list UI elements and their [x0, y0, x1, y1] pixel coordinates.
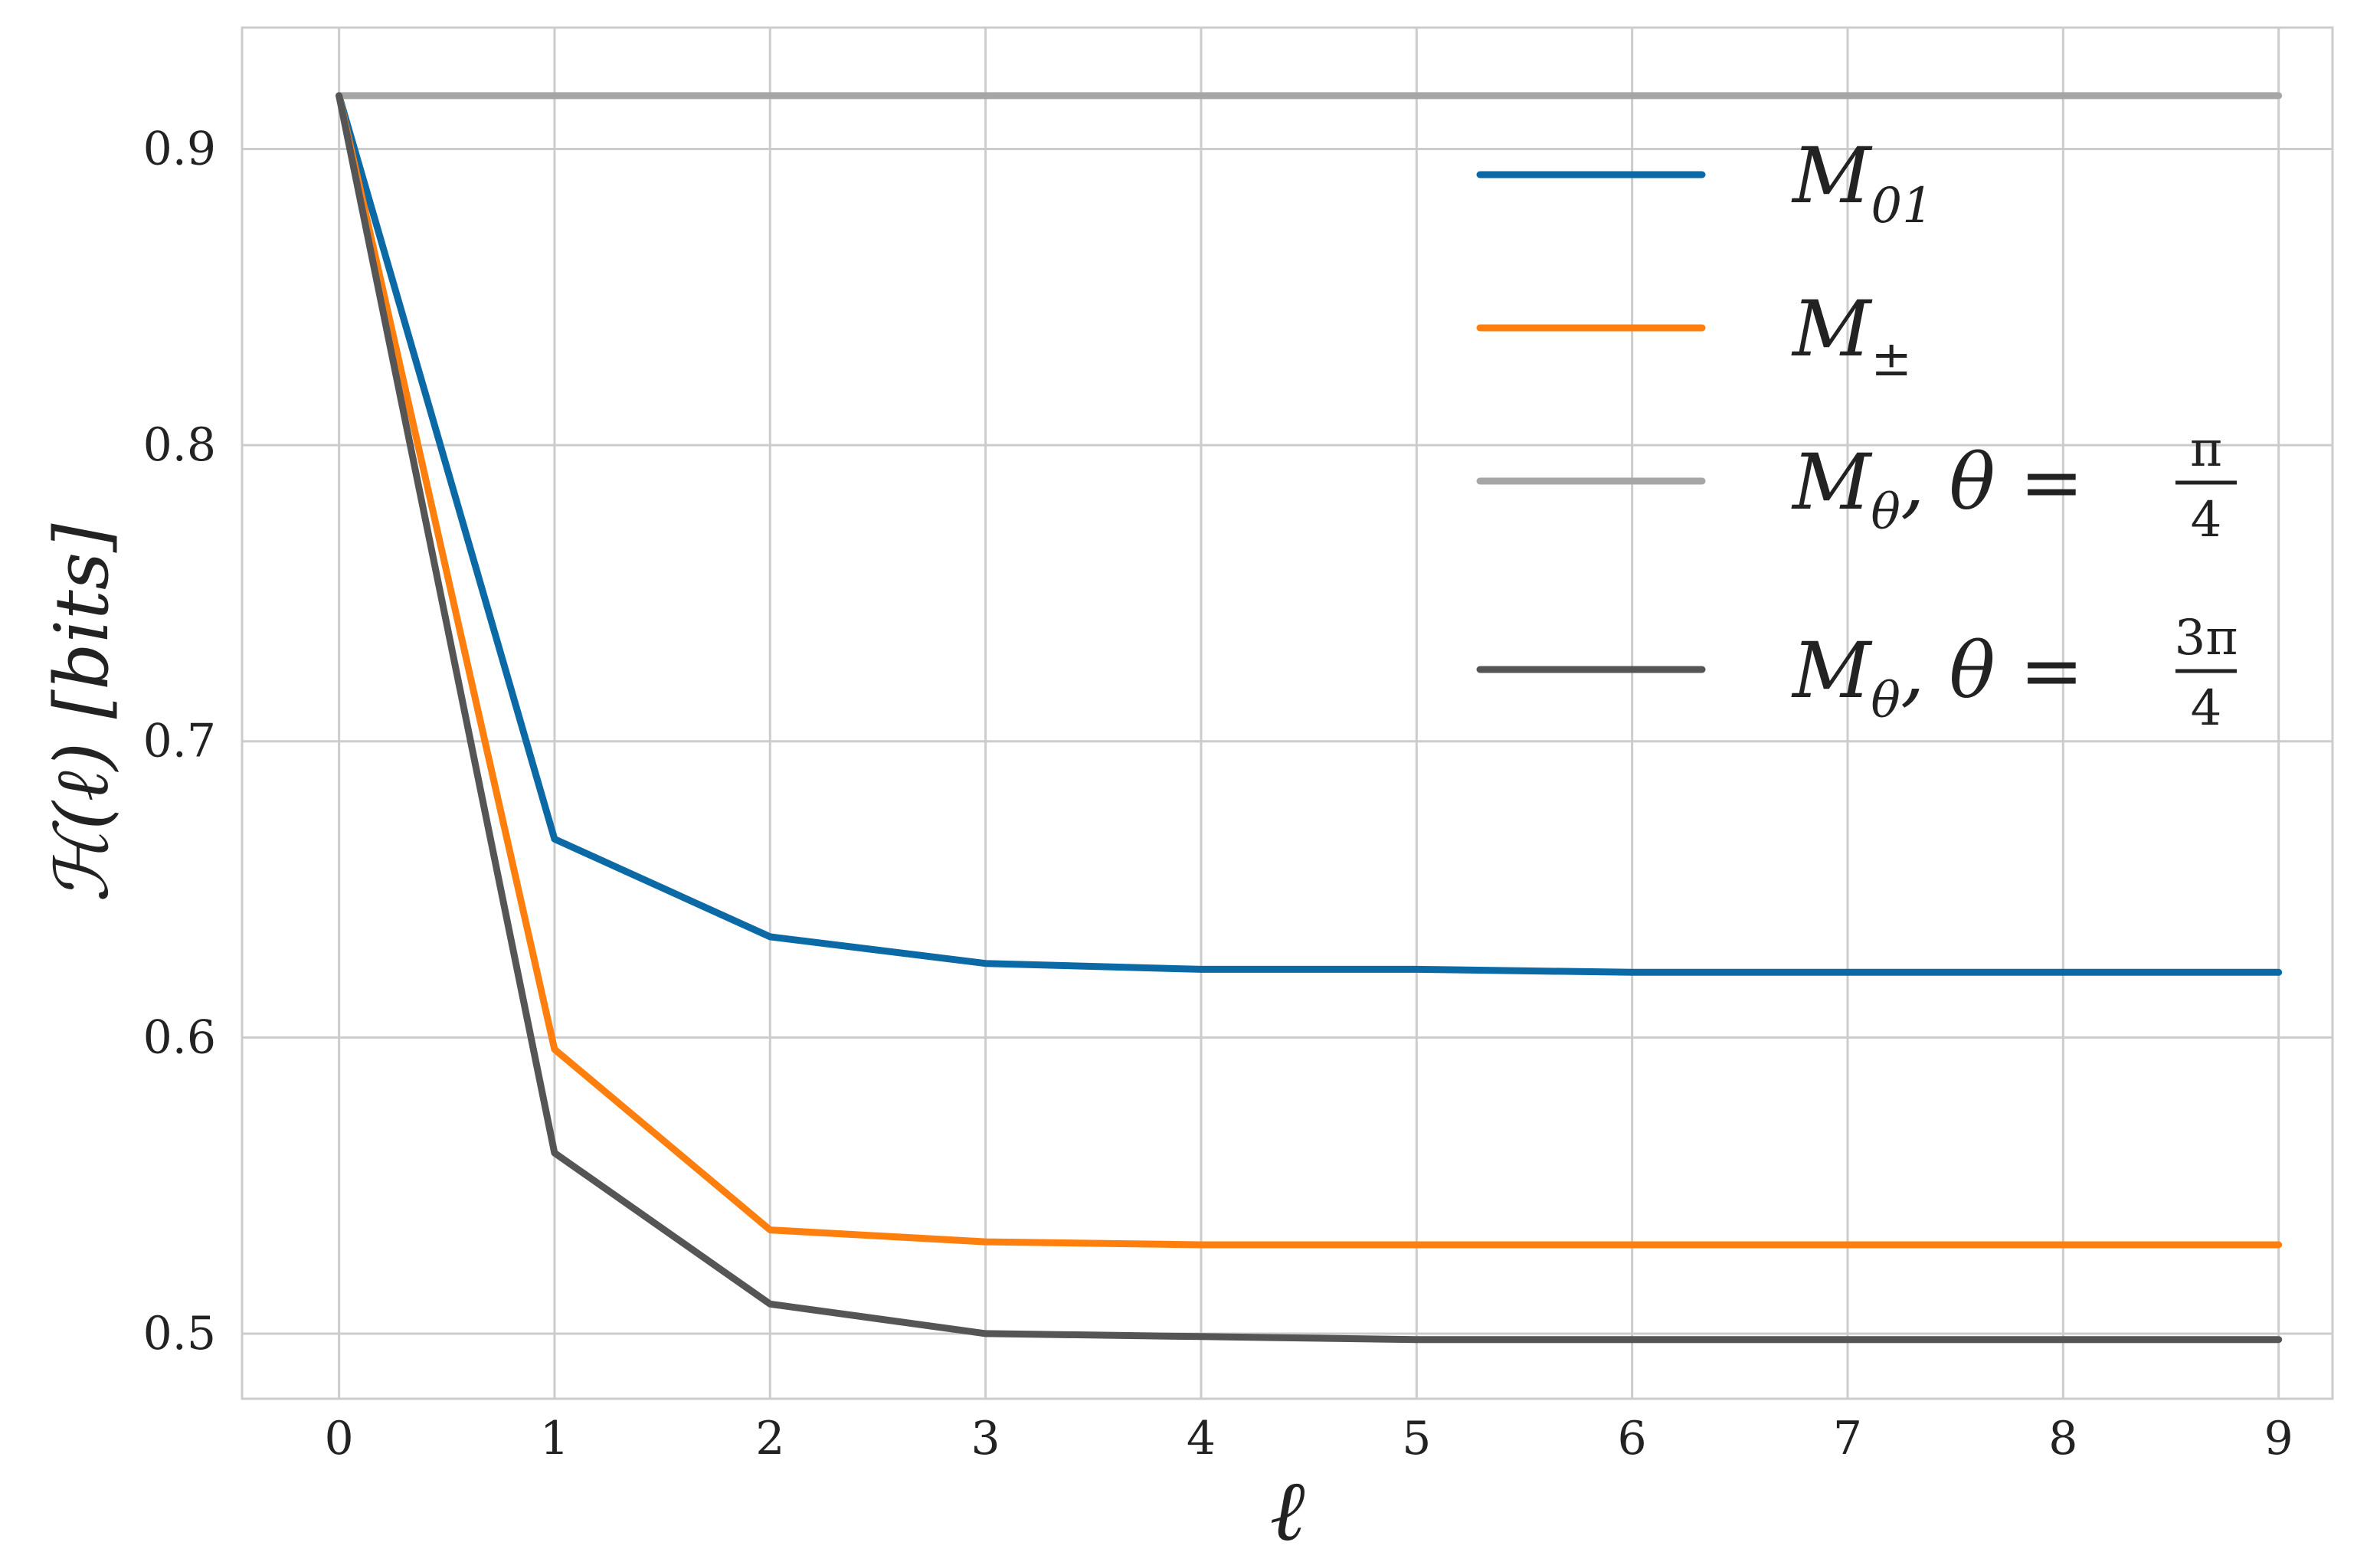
x-tick-label: 9 — [2264, 1412, 2293, 1465]
y-tick-label: 0.8 — [143, 418, 216, 472]
x-tick-label: 6 — [1618, 1412, 1647, 1465]
legend-label-suffix: , θ = — [1900, 437, 2084, 527]
legend-label-main: M — [1791, 437, 1873, 527]
legend-label-subscript: θ — [1871, 484, 1900, 541]
legend-label: Mθ, θ = — [1791, 437, 2084, 541]
x-axis-label: ℓ — [1270, 1462, 1305, 1560]
y-axis-label: ℋ(ℓ) [bits] — [39, 523, 125, 903]
legend-label-main: M — [1791, 131, 1873, 221]
legend-label-main: M — [1791, 626, 1873, 715]
legend-fraction-numerator: 3π — [2175, 610, 2238, 666]
series-line-3 — [336, 92, 2283, 1344]
x-tick-label: 0 — [325, 1412, 354, 1465]
grid — [242, 28, 2333, 1399]
x-tick-label: 1 — [540, 1412, 569, 1465]
x-tick-label: 8 — [2048, 1412, 2077, 1465]
plot-frame — [241, 26, 2334, 1400]
x-tick-label: 3 — [971, 1412, 1000, 1465]
x-tick-label: 5 — [1402, 1412, 1431, 1465]
legend-label-subscript: ± — [1871, 331, 1912, 388]
legend-label: M01 — [1791, 131, 1933, 234]
legend-label: Mθ, θ = — [1791, 626, 2084, 729]
legend-label-suffix: , θ = — [1900, 626, 2084, 715]
legend-label-subscript: θ — [1871, 673, 1900, 729]
tick-labels: 0 1 2 3 4 5 6 7 8 90.50.60.70.80.9 — [143, 123, 2293, 1465]
x-tick-label: 2 — [755, 1412, 784, 1465]
series-lines — [336, 92, 2283, 1344]
x-tick-label: 7 — [1833, 1412, 1862, 1465]
legend-fraction-denominator: 4 — [2191, 492, 2222, 548]
series-line-1 — [336, 92, 2283, 1249]
legend-label-main: M — [1791, 284, 1873, 374]
series-line-0 — [336, 92, 2283, 976]
y-tick-label: 0.6 — [143, 1010, 216, 1064]
legend-fraction-denominator: 4 — [2191, 680, 2222, 737]
x-tick-label: 4 — [1187, 1412, 1216, 1465]
y-tick-label: 0.9 — [143, 123, 216, 176]
legend-label: M± — [1791, 284, 1912, 388]
y-tick-label: 0.7 — [143, 715, 216, 768]
y-tick-label: 0.5 — [143, 1307, 216, 1360]
legend-label-subscript: 01 — [1871, 178, 1933, 234]
legend-fraction-numerator: π — [2190, 421, 2222, 478]
